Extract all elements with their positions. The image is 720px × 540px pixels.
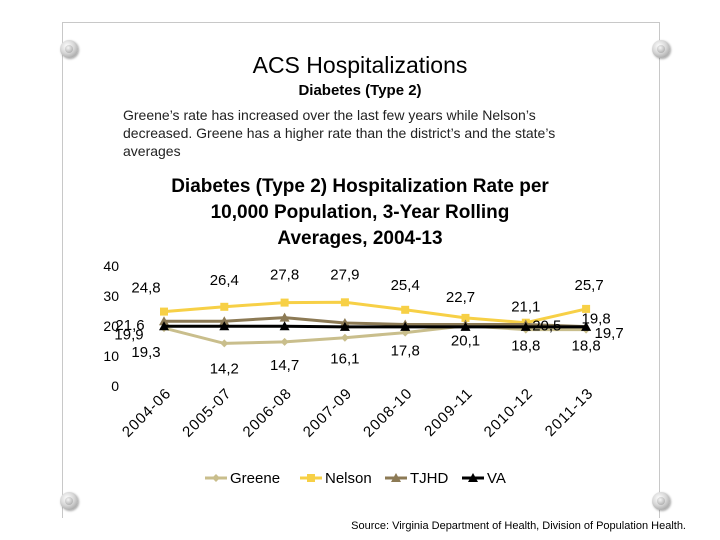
data-point-nelson (280, 298, 289, 307)
data-label-nelson: 27,8 (270, 267, 299, 284)
legend-label: TJHD (410, 470, 448, 487)
data-point-va (339, 321, 350, 331)
legend-marker-nelson (307, 474, 315, 482)
data-point-va (460, 321, 471, 331)
chart-title: Diabetes (Type 2) Hospitalization Rate p… (0, 174, 720, 252)
chart-title-line: Diabetes (Type 2) Hospitalization Rate p… (171, 176, 549, 197)
data-point-nelson (461, 313, 470, 322)
data-label-greene: 16,1 (330, 351, 359, 368)
pushpin-icon (652, 492, 670, 510)
data-label-greene: 14,7 (270, 357, 299, 374)
x-tick-label: 2008-10 (360, 385, 416, 441)
data-point-tjhd (159, 316, 169, 326)
data-point-va (279, 321, 290, 331)
chart-title-line: Averages, 2004-13 (277, 228, 443, 249)
legend-marker-va (468, 473, 478, 482)
source-bar: Source: Virginia Department of Health, D… (0, 518, 720, 540)
pushpin-icon (60, 40, 78, 58)
data-label-greene: 17,8 (391, 343, 420, 360)
data-label-nelson: 27,9 (330, 266, 359, 283)
y-tick-label: 0 (111, 378, 119, 394)
data-point-nelson (220, 302, 229, 311)
y-tick-label: 40 (103, 258, 119, 274)
slide-title: ACS Hospitalizations (252, 52, 468, 78)
data-point-nelson (401, 305, 410, 314)
legend-marker-greene (212, 474, 220, 482)
data-point-va (219, 321, 230, 331)
slide-description: Greene’s rate has increased over the las… (123, 107, 556, 159)
data-label-nelson: 26,4 (210, 272, 239, 289)
data-point-nelson (340, 298, 349, 307)
data-point-va (400, 321, 411, 331)
data-label-greene: 14,2 (210, 360, 239, 377)
x-tick-label: 2010-12 (481, 385, 537, 441)
data-point-nelson (582, 304, 591, 313)
data-point-greene (280, 337, 289, 346)
data-label-tjhd: 20,5 (532, 318, 561, 335)
data-label-nelson: 25,7 (574, 277, 603, 294)
legend-marker-tjhd (391, 473, 401, 482)
data-label-greene: 18,8 (571, 338, 600, 355)
pushpin-icon (652, 40, 670, 58)
x-tick-label: 2006-08 (240, 385, 296, 441)
chart-title-line: 10,000 Population, 3-Year Rolling (210, 202, 510, 223)
x-tick-label: 2005-07 (179, 385, 235, 441)
data-label-nelson: 24,8 (131, 280, 160, 297)
data-point-nelson (160, 307, 168, 316)
data-label-greene: 20,1 (451, 333, 480, 350)
data-point-greene (220, 339, 229, 348)
x-tick-label: 2009-11 (421, 385, 476, 440)
data-label-tjhd: 21,6 (115, 317, 144, 334)
legend-label: Nelson (325, 470, 372, 487)
legend-label: VA (487, 470, 506, 487)
x-tick-label: 2011-13 (542, 385, 597, 440)
data-label-greene: 19,3 (131, 344, 160, 361)
data-point-tjhd (279, 312, 290, 322)
series-line-greene (163, 324, 587, 345)
source-note: Source: Virginia Department of Health, D… (351, 520, 686, 532)
legend-label: Greene (230, 470, 280, 487)
slide-subtitle: Diabetes (Type 2) (298, 82, 422, 99)
data-point-tjhd (219, 316, 230, 326)
data-point-va (159, 321, 169, 331)
x-tick-label: 2007-09 (300, 385, 356, 441)
data-label-nelson: 21,1 (511, 299, 540, 316)
data-label-va: 19,9 (114, 326, 143, 343)
data-label-nelson: 25,4 (391, 277, 420, 294)
series-line-tjhd (164, 316, 587, 329)
data-label-va: 19,7 (594, 325, 623, 342)
y-tick-label: 10 (103, 348, 119, 364)
y-tick-label: 30 (103, 288, 119, 304)
data-label-tjhd: 19,8 (581, 311, 610, 328)
x-tick-label: 2004-06 (119, 385, 175, 441)
data-label-nelson: 22,7 (446, 289, 475, 306)
series-line-va (164, 324, 587, 329)
pushpin-icon (60, 492, 78, 510)
data-point-va (581, 321, 592, 331)
series-line-nelson (163, 300, 587, 325)
data-point-va (520, 321, 531, 331)
data-label-greene: 18,8 (511, 338, 540, 355)
data-point-greene (340, 333, 349, 342)
y-tick-label: 20 (103, 318, 119, 334)
